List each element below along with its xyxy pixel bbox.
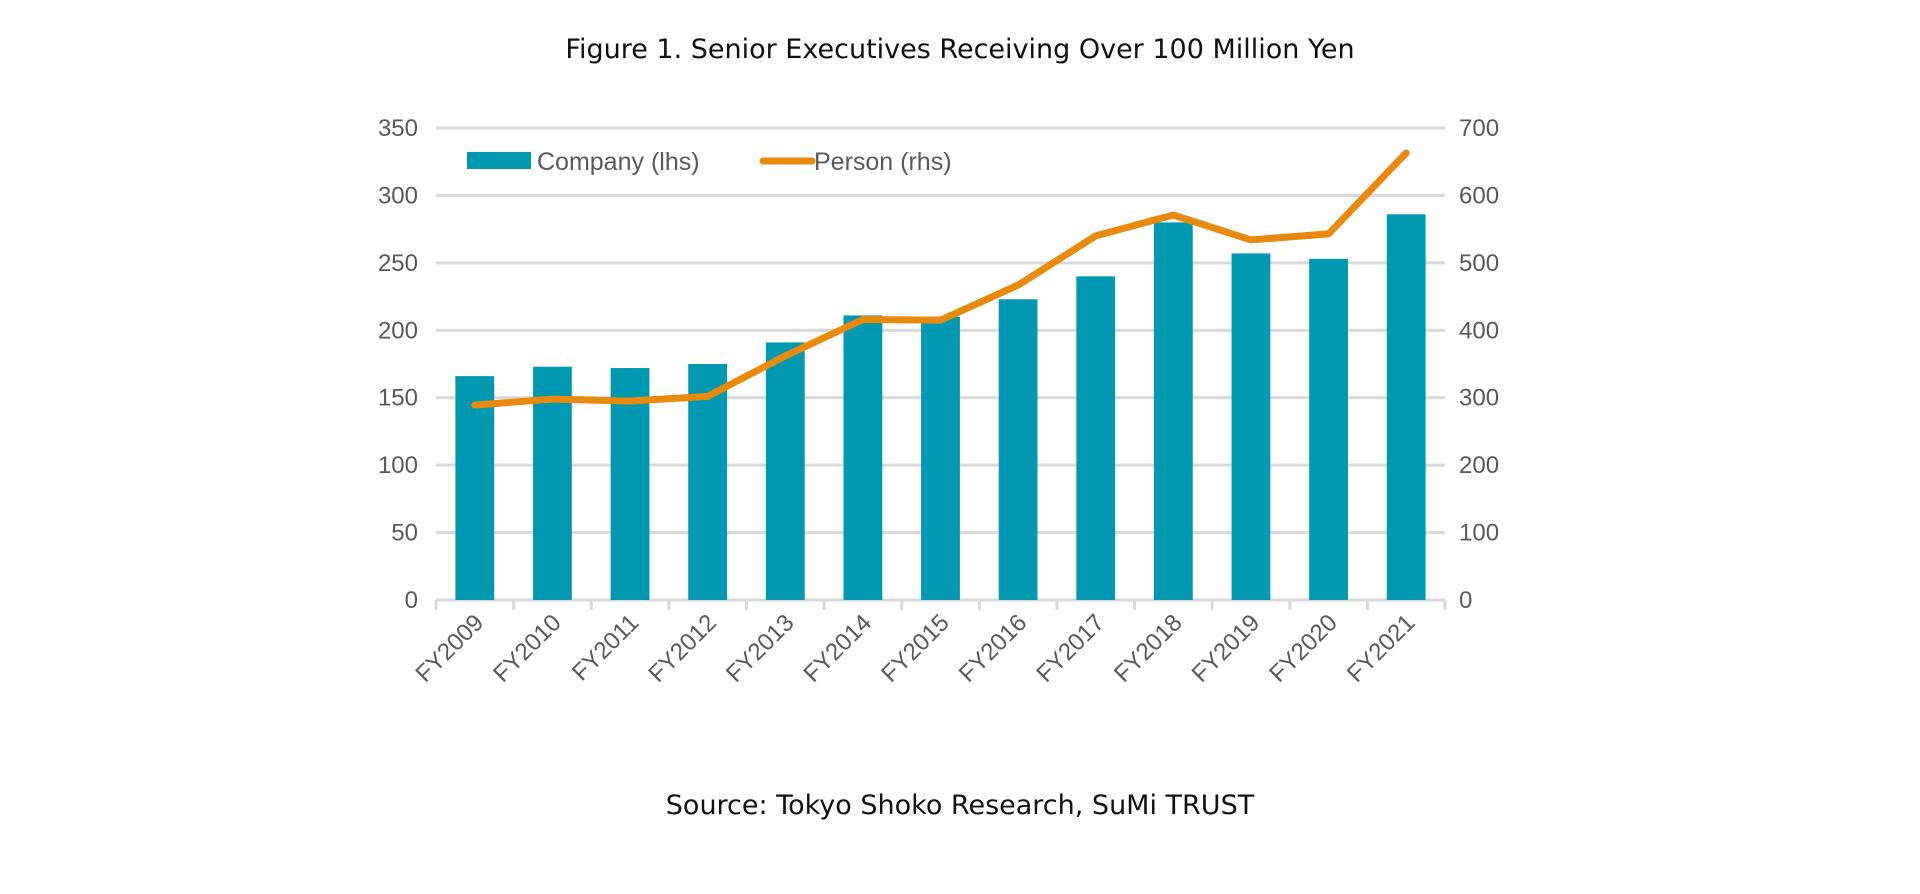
- y-left-tick-label: 300: [378, 182, 418, 209]
- x-tick-label: FY2017: [1031, 609, 1110, 688]
- y-left-tick-label: 0: [405, 587, 418, 614]
- legend-company-swatch: [467, 152, 531, 169]
- bar-fy2015: [921, 316, 960, 600]
- legend-person-label: Person (rhs): [814, 148, 952, 176]
- y-right-tick-label: 200: [1459, 452, 1499, 479]
- y-right-tick-label: 600: [1459, 182, 1499, 209]
- x-tick-label: FY2018: [1109, 609, 1188, 688]
- y-left-tick-label: 350: [378, 115, 418, 142]
- bar-fy2017: [1076, 276, 1116, 600]
- x-tick-label: FY2019: [1187, 609, 1266, 688]
- bar-fy2018: [1153, 222, 1193, 600]
- bar-fy2021: [1386, 214, 1426, 600]
- bar-fy2010: [533, 366, 572, 600]
- x-tick-label: FY2013: [721, 609, 800, 688]
- bar-fy2013: [765, 342, 805, 600]
- bar-fy2016: [998, 299, 1038, 600]
- legend-company-label: Company (lhs): [537, 148, 700, 176]
- bar-fy2014: [843, 315, 883, 600]
- bar-fy2012: [688, 364, 728, 600]
- y-left-tick-label: 150: [378, 385, 418, 412]
- y-left-tick-label: 250: [378, 250, 418, 277]
- bar-fy2011: [610, 368, 650, 600]
- y-right-tick-label: 100: [1459, 520, 1499, 547]
- y-right-tick-label: 700: [1459, 115, 1499, 142]
- chart-source: Source: Tokyo Shoko Research, SuMi TRUST: [665, 790, 1255, 821]
- y-right-tick-label: 0: [1459, 587, 1472, 614]
- y-right-tick-label: 300: [1459, 385, 1499, 412]
- x-tick-label: FY2014: [799, 609, 878, 688]
- y-left-tick-label: 200: [378, 317, 418, 344]
- x-tick-label: FY2020: [1264, 609, 1343, 688]
- x-tick-label: FY2016: [954, 609, 1033, 688]
- x-tick-label: FY2012: [643, 609, 722, 688]
- bar-fy2020: [1309, 258, 1348, 600]
- x-tick-label: FY2009: [411, 609, 490, 688]
- x-tick-label: FY2015: [876, 609, 955, 688]
- y-right-tick-label: 500: [1459, 250, 1499, 277]
- y-right-tick-label: 400: [1459, 317, 1499, 344]
- y-left-tick-label: 100: [378, 452, 418, 479]
- chart-title: Figure 1. Senior Executives Receiving Ov…: [565, 34, 1355, 65]
- x-tick-label: FY2011: [567, 609, 644, 686]
- x-tick-label: FY2021: [1342, 609, 1421, 688]
- y-left-tick-label: 50: [391, 520, 418, 547]
- bar-fy2009: [455, 376, 495, 600]
- x-tick-label: FY2010: [488, 609, 567, 688]
- bar-fy2019: [1231, 253, 1271, 600]
